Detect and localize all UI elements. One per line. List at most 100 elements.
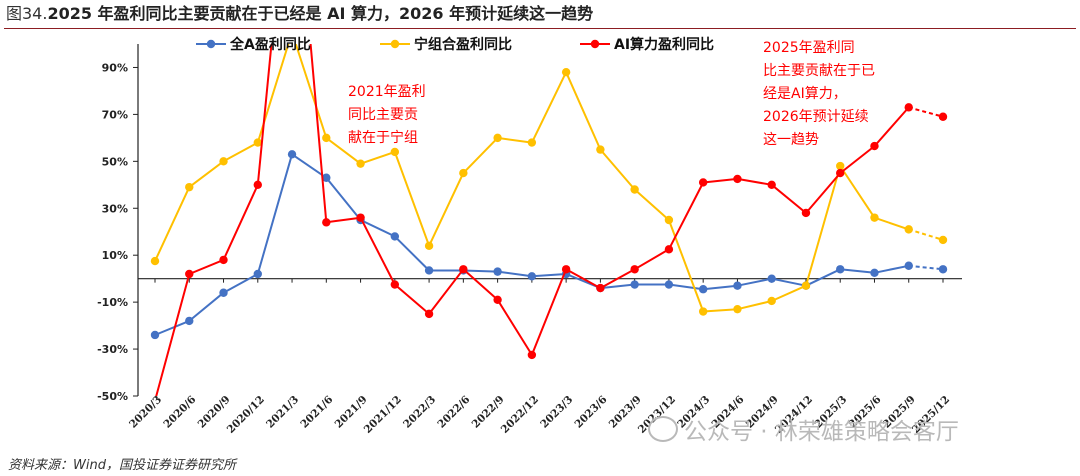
data-point	[938, 235, 948, 245]
y-tick-label: 70%	[102, 108, 128, 121]
legend-marker	[390, 39, 400, 49]
data-point	[698, 285, 708, 294]
data-point	[527, 138, 537, 147]
data-point	[185, 316, 194, 326]
data-point	[219, 288, 228, 297]
data-point	[287, 150, 297, 159]
data-point	[664, 215, 674, 225]
figure-title: 图34.2025 年盈利同比主要贡献在于已经是 AI 算力，2026 年预计延续…	[6, 3, 593, 25]
data-point	[904, 103, 913, 112]
data-point	[561, 67, 571, 77]
wechat-icon	[648, 416, 678, 442]
data-point	[185, 269, 194, 279]
data-point	[801, 208, 811, 218]
data-point	[150, 330, 160, 340]
annotation-line: 2026年预计延续	[763, 108, 869, 125]
series-layer	[150, 28, 948, 396]
data-point	[356, 213, 365, 222]
data-point	[527, 350, 537, 360]
y-tick-label: 50%	[102, 155, 128, 168]
legend-marker	[590, 39, 600, 49]
data-point	[288, 28, 296, 36]
x-tick-label: 2022/12	[499, 394, 541, 436]
x-tick-label: 2021/12	[362, 394, 404, 436]
annotation-text: 2025年盈利同比主要贡献在于已经是AI算力， 2026年预计延续这一趋势	[763, 40, 875, 148]
data-point	[836, 161, 845, 171]
data-point	[698, 178, 708, 187]
legend-label: 宁组合盈利同比	[414, 36, 512, 53]
data-point	[767, 274, 776, 283]
data-point	[870, 268, 879, 277]
chart-annotations: 2021年盈利同比主要贡献在于宁组 2025年盈利同比主要贡献在于已经是AI算力，…	[348, 40, 875, 148]
figure-number: 图34.	[6, 4, 48, 23]
figure-title-text: 2025 年盈利同比主要贡献在于已经是 AI 算力，2026 年预计延续这一趋势	[47, 4, 594, 23]
annotation-line: 同比主要贡	[348, 107, 418, 123]
y-axis-tick-labels: -50% -30% -10% 10% 30% 50% 70% 90%	[97, 61, 128, 403]
watermark: 公众号 · 林荣雄策略会客厅	[648, 412, 959, 446]
chart-axes	[133, 44, 962, 397]
annotation-line: 经是AI算力，	[763, 86, 847, 102]
data-point	[733, 174, 742, 184]
data-point	[870, 213, 879, 222]
legend-marker	[206, 39, 216, 49]
x-tick-label: 2020/6	[161, 394, 198, 431]
series-forecast-line	[908, 106, 944, 118]
data-point	[493, 133, 502, 143]
data-point	[698, 307, 708, 316]
series-2	[155, 44, 948, 396]
data-point	[630, 280, 639, 289]
y-tick-label: -50%	[97, 390, 128, 403]
series-1	[150, 28, 948, 316]
x-tick-label: 2021/3	[264, 394, 301, 431]
data-point	[390, 232, 400, 241]
data-point	[390, 280, 400, 289]
data-point	[150, 256, 160, 266]
data-point	[870, 141, 879, 151]
watermark-text: 公众号 · 林荣雄策略会客厅	[684, 419, 959, 445]
data-point	[596, 145, 605, 154]
data-point	[322, 133, 331, 143]
legend-label: AI算力盈利同比	[614, 36, 714, 53]
data-point	[596, 283, 605, 293]
data-point	[493, 267, 502, 276]
title-underline	[4, 28, 1076, 29]
x-tick-label: 2021/6	[298, 394, 335, 431]
data-point	[801, 281, 811, 290]
data-point	[390, 147, 400, 157]
data-point	[253, 138, 262, 147]
series-forecast-line	[908, 264, 944, 271]
data-point	[424, 266, 434, 275]
x-tick-label: 2023/3	[538, 394, 575, 431]
data-point	[664, 280, 674, 289]
annotation-line: 献在于宁组	[348, 129, 418, 146]
data-point	[836, 168, 845, 178]
x-tick-label: 2020/3	[127, 394, 164, 431]
data-point	[356, 159, 365, 168]
y-tick-label: 90%	[102, 61, 128, 74]
data-point	[630, 265, 639, 274]
data-point	[253, 180, 262, 189]
data-point	[219, 255, 228, 265]
data-point	[561, 265, 571, 274]
data-point	[322, 218, 331, 227]
x-tick-label: 2020/12	[225, 394, 267, 436]
data-point	[664, 245, 674, 254]
legend-label: 全A盈利同比	[229, 36, 311, 53]
data-point	[630, 185, 639, 194]
series-line	[154, 153, 909, 336]
y-tick-label: 10%	[102, 249, 128, 262]
data-point	[527, 272, 537, 281]
y-tick-label: -30%	[97, 343, 128, 356]
annotation-line: 比主要贡献在于已	[763, 63, 875, 79]
data-point	[185, 182, 194, 192]
x-tick-label: 2022/3	[401, 394, 438, 431]
x-tick-label: 2022/6	[435, 394, 472, 431]
data-point	[938, 265, 948, 274]
data-point	[733, 304, 742, 314]
data-point	[253, 269, 262, 279]
annotation-line: 2025年盈利同	[763, 40, 855, 56]
data-point	[219, 157, 228, 166]
annotation-line: 2021年盈利	[348, 84, 426, 100]
data-point	[733, 281, 742, 290]
